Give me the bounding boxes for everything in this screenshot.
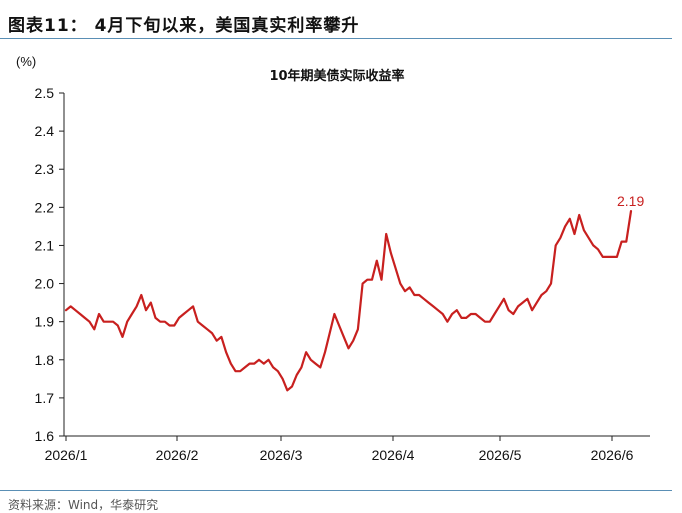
- y-tick-label: 2.1: [35, 237, 55, 253]
- end-value-label: 2.19: [617, 193, 644, 209]
- chart-title: 10年期美债实际收益率: [269, 68, 404, 84]
- y-tick-label: 2.5: [35, 85, 55, 101]
- y-tick-label: 2.3: [35, 161, 55, 177]
- y-tick-label: 2.2: [35, 199, 55, 215]
- x-tick-label: 2026/3: [260, 447, 303, 463]
- x-tick-label: 2026/5: [479, 447, 522, 463]
- x-tick-label: 2026/2: [156, 447, 199, 463]
- y-tick-label: 2.0: [35, 276, 55, 292]
- y-tick-label: 1.6: [35, 428, 55, 444]
- y-tick-label: 2.4: [35, 123, 55, 139]
- source-note: 资料来源：Wind，华泰研究: [8, 498, 159, 512]
- x-tick-label: 2026/6: [591, 447, 634, 463]
- y-tick-label: 1.9: [35, 314, 55, 330]
- bottom-divider: [0, 490, 672, 491]
- y-tick-label: 1.7: [35, 390, 55, 406]
- y-axis: 1.6 1.7 1.8 1.9 2.0 2.1 2.2 2.3 2.4 2.5: [35, 85, 65, 444]
- figure-title: 图表11： 4月下旬以来，美国真实利率攀升: [8, 16, 360, 36]
- top-divider: [0, 38, 672, 39]
- y-tick-label: 1.8: [35, 352, 55, 368]
- y-unit-label: (%): [16, 54, 36, 69]
- x-tick-label: 2026/4: [372, 447, 415, 463]
- series-line: [64, 210, 633, 392]
- x-tick-label: 2026/1: [45, 447, 88, 463]
- x-axis: 2026/1 2026/2 2026/3 2026/4 2026/5 2026/6: [45, 435, 650, 463]
